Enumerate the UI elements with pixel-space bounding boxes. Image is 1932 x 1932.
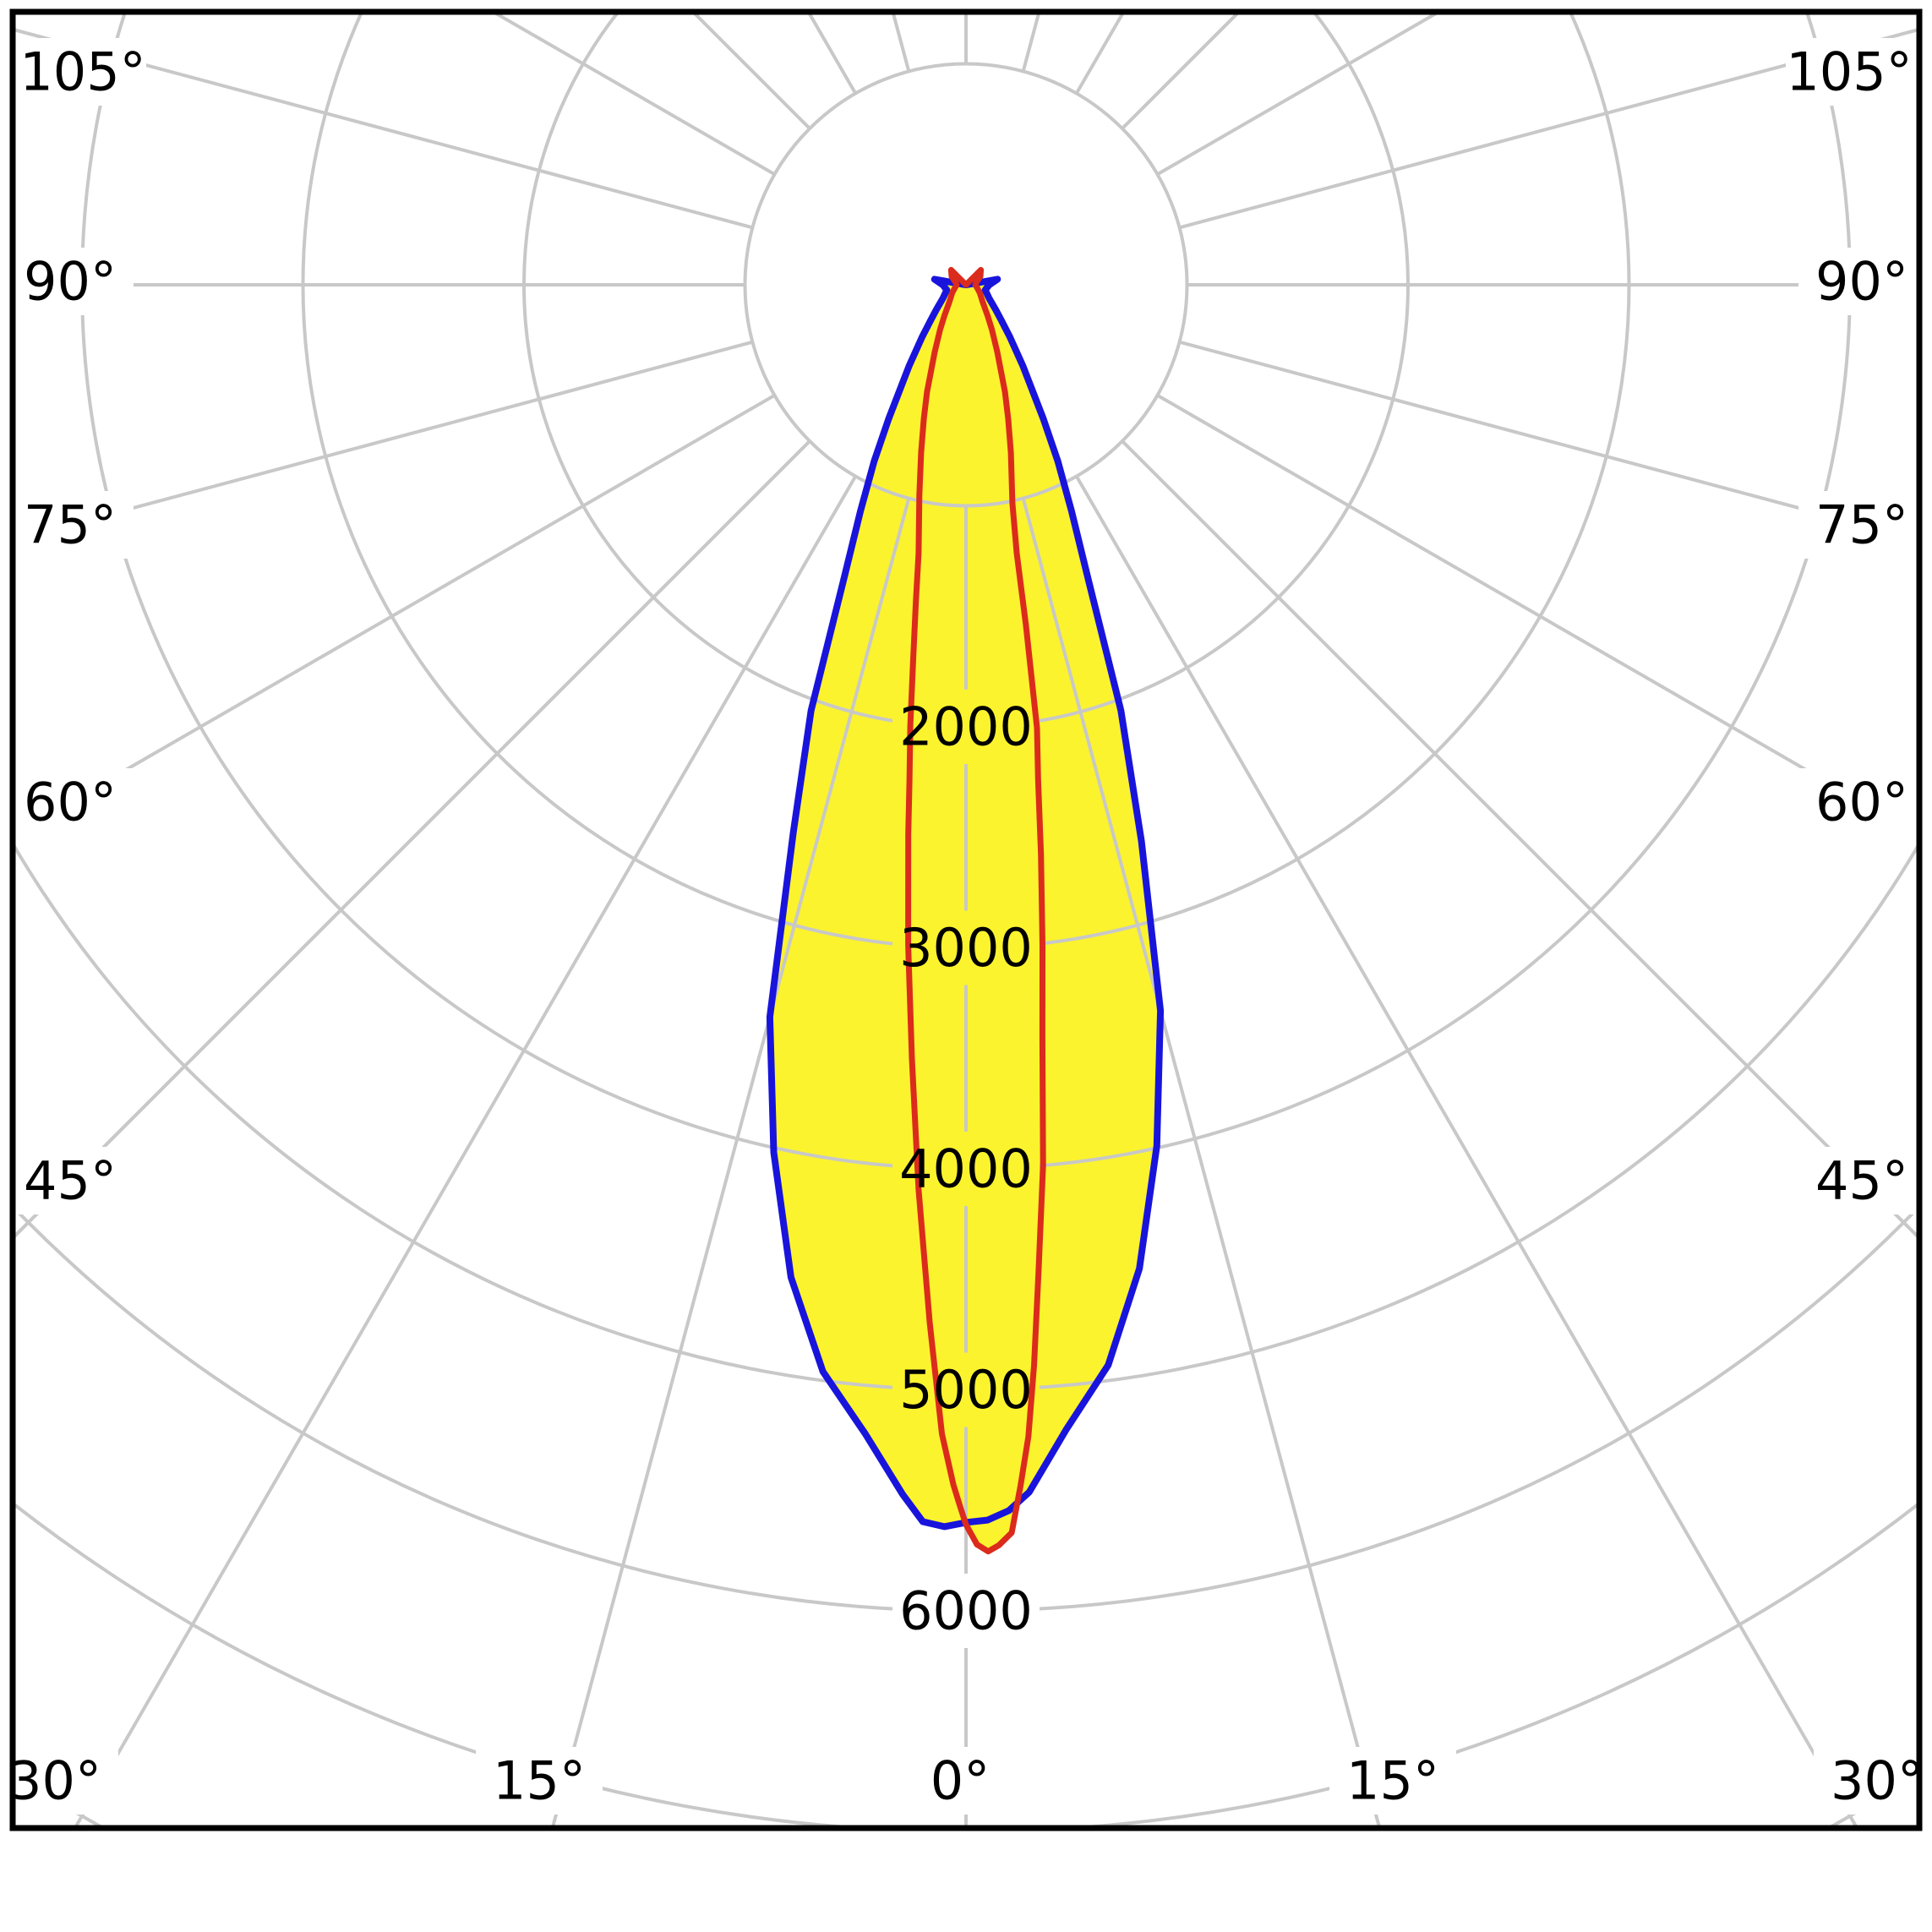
ring-value-label-2: 4000 xyxy=(899,1138,1033,1200)
angle-label-bottom-3: 15° xyxy=(1346,1750,1439,1812)
angle-label-left-1: 90° xyxy=(24,251,117,313)
ring-value-label-0: 2000 xyxy=(899,696,1033,758)
angle-grid-line xyxy=(1075,475,1859,1828)
angle-label-left-0: 105° xyxy=(19,41,145,103)
angle-grid-line xyxy=(1179,27,1919,230)
angle-grid-line xyxy=(73,475,857,1828)
angle-label-left-3: 60° xyxy=(24,772,117,833)
angle-label-right-0: 105° xyxy=(1786,41,1912,103)
curve-c90-c270 xyxy=(905,266,1046,1555)
curves-group xyxy=(766,266,1165,1555)
angle-grid-line xyxy=(13,27,753,230)
angle-label-left-4: 45° xyxy=(24,1150,117,1212)
angle-grid-line xyxy=(1156,394,1919,838)
angle-grid-line xyxy=(1021,498,1382,1828)
angle-label-bottom-0: 30° xyxy=(8,1750,101,1812)
ring-value-label-3: 5000 xyxy=(899,1359,1033,1421)
angle-label-right-3: 60° xyxy=(1815,772,1908,833)
ring-value-label-4: 6000 xyxy=(899,1580,1033,1642)
chart-frame xyxy=(9,8,1923,1831)
angle-grid-line xyxy=(13,394,776,838)
angle-label-right-1: 90° xyxy=(1815,251,1908,313)
angle-label-bottom-2: 0° xyxy=(931,1750,990,1812)
angle-label-right-2: 75° xyxy=(1815,494,1908,556)
beam-fill-1 xyxy=(908,270,1044,1552)
angle-grid-line xyxy=(13,340,753,543)
angle-label-bottom-1: 15° xyxy=(493,1750,586,1812)
angle-grid-line xyxy=(550,498,911,1828)
labels-group: 105° 105° 90° 90° 75° 75° 60° 60° 45° 45° 30° 15° 0°… xyxy=(8,41,1924,1812)
angle-label-left-2: 75° xyxy=(24,494,117,556)
angle-grid-line xyxy=(1121,439,1919,1241)
angle-grid-line xyxy=(1179,340,1919,543)
angle-grid-line xyxy=(13,439,811,1241)
ring-value-label-1: 3000 xyxy=(899,917,1033,979)
angle-label-bottom-4: 30° xyxy=(1831,1750,1924,1812)
angle-label-right-4: 45° xyxy=(1815,1150,1908,1212)
